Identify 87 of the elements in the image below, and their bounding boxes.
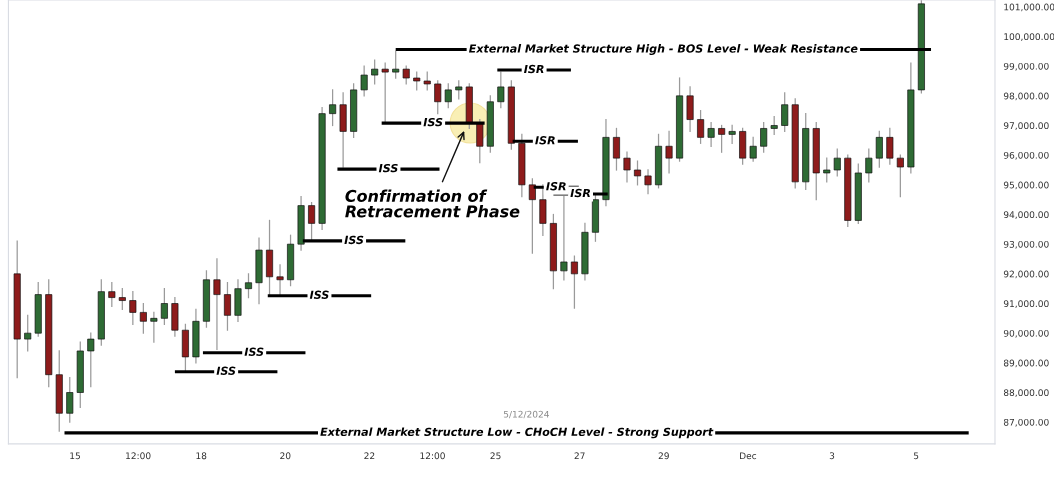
candlestick xyxy=(697,110,705,144)
candlestick xyxy=(371,59,379,85)
x-tick-label: 15 xyxy=(70,452,80,460)
candlestick xyxy=(896,154,904,198)
candlestick xyxy=(612,127,620,171)
candlestick xyxy=(223,282,231,331)
candlestick xyxy=(139,302,147,334)
candlestick xyxy=(118,288,126,311)
candlestick xyxy=(833,148,841,177)
candlestick xyxy=(728,124,736,144)
candlestick xyxy=(444,83,452,109)
y-tick-label: 98,000.00 xyxy=(1003,92,1049,101)
candlestick xyxy=(160,288,168,325)
y-tick-label: 97,000.00 xyxy=(1003,122,1049,130)
candlestick xyxy=(665,130,673,174)
x-tick-label: 12:00 xyxy=(126,452,151,460)
candlestick xyxy=(539,184,547,236)
candlestick xyxy=(108,282,116,308)
candlestick xyxy=(823,157,831,183)
y-tick-label: 92,000.00 xyxy=(1003,270,1049,279)
y-tick-label: 90,000.00 xyxy=(1003,329,1049,338)
candlestick xyxy=(213,258,221,351)
y-tick-label: 99,000.00 xyxy=(1003,62,1049,71)
candlestick xyxy=(129,291,137,325)
y-tick-label: 91,000.00 xyxy=(1003,300,1049,308)
candlestick xyxy=(497,71,505,109)
y-tick-label: 95,000.00 xyxy=(1003,181,1049,190)
x-tick-label: 3 xyxy=(829,452,835,460)
series-label: ISR xyxy=(524,64,544,74)
candlestick xyxy=(623,151,631,183)
candlestick xyxy=(528,178,536,254)
candlestick xyxy=(781,92,789,133)
series-label: External Market Structure Low - CHoCH Level - Strong Support xyxy=(320,427,714,439)
candlestick xyxy=(276,264,284,297)
candlestick xyxy=(749,136,757,162)
candlestick xyxy=(308,202,316,242)
series-label: ISR xyxy=(570,188,590,198)
y-tick-label: 101,000.00 xyxy=(1004,3,1054,12)
candlestick xyxy=(686,86,694,133)
series-label: ISS xyxy=(244,347,264,356)
candlestick xyxy=(360,65,368,97)
x-tick-label: 27 xyxy=(574,452,585,460)
series-label: External Market Structure High - BOS Level - Weak Resistance xyxy=(468,44,858,55)
candlestick xyxy=(570,255,578,309)
candlestick xyxy=(476,118,484,164)
y-tick-label: 94,000.00 xyxy=(1003,211,1049,219)
x-tick-label: 12:00 xyxy=(420,452,445,460)
annotation: Confirmation of Retracement Phase xyxy=(345,189,520,218)
series-label: ISR xyxy=(546,182,566,191)
candlestick xyxy=(718,124,726,153)
x-tick-label: 29 xyxy=(658,452,669,460)
x-tick-label: 22 xyxy=(364,452,375,460)
y-tick-label: 87,000.00 xyxy=(1003,418,1049,427)
x-tick-label: 18 xyxy=(196,452,207,460)
candlestick xyxy=(865,148,873,183)
candlestick xyxy=(707,121,715,147)
series-label: ISR xyxy=(535,136,555,145)
x-tick-label: Dec xyxy=(740,452,757,460)
y-tick-label: 89,000.00 xyxy=(1003,359,1049,368)
y-tick-label: 96,000.00 xyxy=(1003,151,1049,160)
candlestick xyxy=(66,377,74,423)
candlestick xyxy=(560,196,568,281)
x-tick-label: 20 xyxy=(280,452,291,460)
candlestick xyxy=(644,169,652,195)
candlestick xyxy=(392,50,400,79)
candlestick xyxy=(381,62,389,124)
annotation: 5/12/2024 xyxy=(503,410,550,419)
candlestick xyxy=(150,311,158,343)
y-tick-label: 100,000.00 xyxy=(1004,33,1054,41)
series-label: ISS xyxy=(423,117,443,127)
candlestick xyxy=(434,80,442,115)
y-tick-label: 93,000.00 xyxy=(1003,240,1049,249)
candlestick xyxy=(329,89,337,127)
series-label: ISS xyxy=(344,235,364,245)
candlestick xyxy=(886,127,894,165)
candlestick xyxy=(24,314,32,352)
candlestick xyxy=(875,130,883,168)
series-label: ISS xyxy=(378,163,398,173)
candlestick xyxy=(634,160,642,186)
y-tick-label: 88,000.00 xyxy=(1003,389,1049,397)
candlestick xyxy=(87,332,95,388)
candlestick xyxy=(760,121,768,153)
candlestick xyxy=(244,273,252,299)
x-tick-label: 25 xyxy=(490,452,501,460)
series-label: ISS xyxy=(309,290,329,300)
series-label: ISS xyxy=(216,366,236,375)
x-tick-label: 5 xyxy=(913,452,919,460)
